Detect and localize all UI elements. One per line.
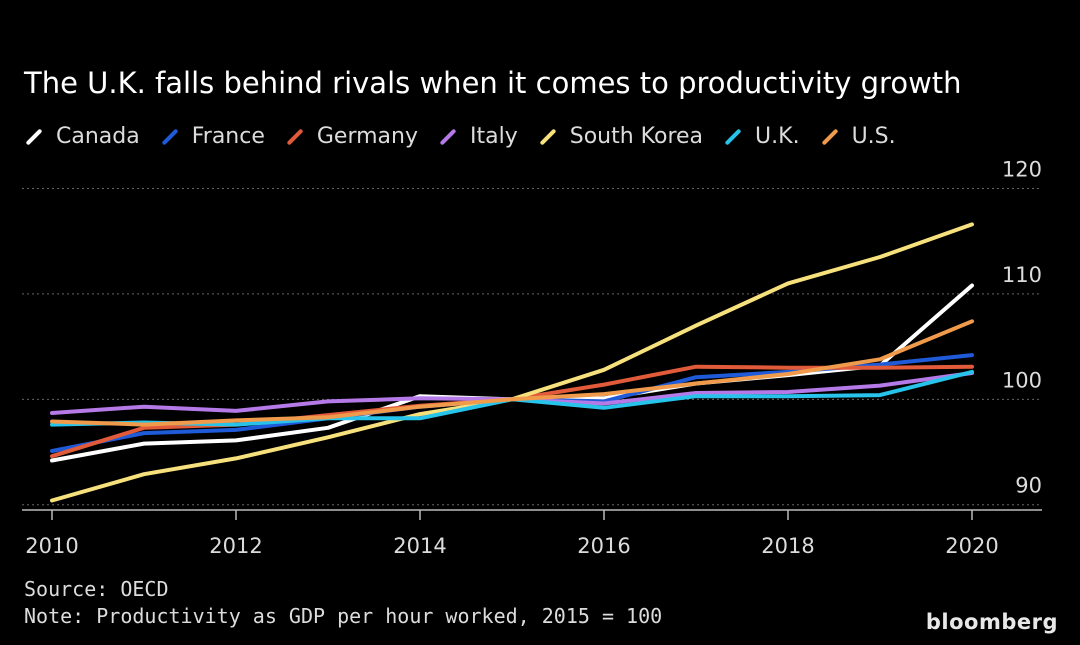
legend: Canada France Germany Italy South Korea U.K. U…	[24, 124, 916, 149]
legend-label: U.S.	[851, 124, 896, 149]
y-axis-labels: 90 100 110 120	[1002, 158, 1042, 498]
x-axis-ticks: 2010 2012 2014 2016 2018 2020	[25, 510, 999, 558]
series-lines	[50, 222, 974, 503]
legend-item: U.K.	[723, 124, 800, 149]
y-tick-label: 90	[1015, 474, 1042, 498]
brand-logo: bloomberg	[925, 610, 1058, 634]
x-tick-label: 2020	[945, 534, 998, 558]
legend-label: Canada	[56, 124, 140, 149]
legend-label: France	[191, 124, 265, 149]
legend-label: Germany	[316, 124, 418, 149]
legend-item: South Korea	[538, 124, 703, 149]
series-line-south-korea	[50, 222, 974, 503]
series-line-italy	[50, 371, 974, 415]
x-tick-label: 2016	[577, 534, 630, 558]
legend-label: U.K.	[755, 124, 800, 149]
note-text: Note: Productivity as GDP per hour worke…	[24, 604, 663, 628]
x-tick-label: 2010	[25, 534, 78, 558]
legend-label: South Korea	[569, 124, 704, 149]
x-tick-label: 2012	[209, 534, 262, 558]
legend-item: France	[160, 124, 265, 149]
gridlines	[22, 188, 1042, 511]
x-tick-label: 2014	[393, 534, 446, 558]
y-tick-label: 120	[1002, 158, 1042, 182]
legend-item: Germany	[285, 124, 418, 149]
legend-label: Italy	[470, 124, 518, 149]
footer: Source: OECD Note: Productivity as GDP p…	[24, 576, 662, 630]
source-text: Source: OECD	[24, 577, 169, 601]
y-tick-label: 100	[1002, 368, 1042, 392]
legend-item: U.S.	[820, 124, 896, 149]
legend-item: Canada	[24, 124, 140, 149]
y-tick-label: 110	[1002, 263, 1042, 287]
chart-title: The U.K. falls behind rivals when it com…	[24, 66, 962, 100]
series-line-u-s	[50, 319, 974, 427]
x-tick-label: 2018	[761, 534, 814, 558]
series-line-canada	[50, 283, 974, 463]
legend-item: Italy	[438, 124, 518, 149]
